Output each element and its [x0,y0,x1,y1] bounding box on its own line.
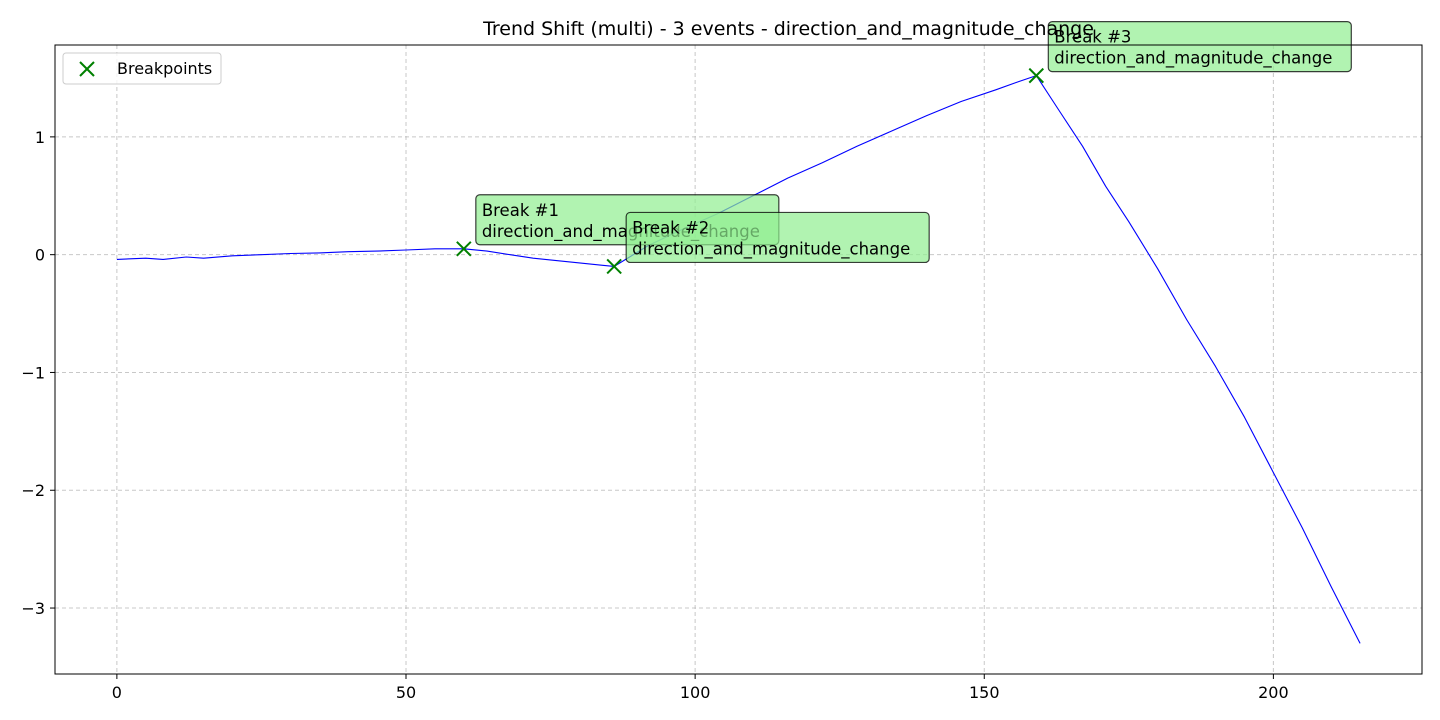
legend-label-breakpoints: Breakpoints [117,59,212,78]
x-tick-label: 150 [969,683,1000,702]
legend-box [62,52,222,85]
x-tick-label: 200 [1258,683,1289,702]
annotation-text: Break #1 [482,201,559,220]
annotation-background [625,211,930,264]
breakpoint-marker [606,258,622,275]
annotation-box-3: Break #3 direction_and_magnitude_change [1047,21,1352,73]
annotations: Break #1direction_and_magnitude_changeBr… [475,21,1352,264]
y-tick-label: 1 [35,128,45,147]
annotation-text: direction_and_magnitude_change [632,239,910,259]
y-tick-label: −2 [21,481,45,500]
annotation-text: Break #3 [1054,28,1131,47]
marker-stroke [1028,67,1045,84]
y-tick-label: 0 [35,246,45,265]
legend: Breakpoints [62,52,222,85]
breakpoint-marker [456,241,472,257]
chart-title: Trend Shift (multi) - 3 events - directi… [482,18,1094,40]
series-line [116,75,1361,644]
x-tick-label: 100 [680,683,711,702]
plot-frame [54,44,1423,675]
legend-x-mark [79,61,95,77]
annotation-background [1047,21,1352,73]
y-tick-label: −1 [21,363,45,382]
marker-stroke [456,241,472,257]
series-layer [116,75,1361,644]
x-tick-label: 50 [396,683,416,702]
breakpoint-markers [456,67,1045,275]
annotation-text: Break #2 [632,218,709,237]
marker-stroke [606,258,622,275]
x-tick-label: 0 [112,683,122,702]
axis-ticks: 0 50 100 150 200 −3 −2 −1 0 1 [21,128,1288,702]
grid-lines [55,45,1422,674]
marker-stroke [79,61,95,77]
breakpoint-marker [1028,67,1045,84]
y-tick-label: −3 [21,599,45,618]
annotation-text: direction_and_magnitude_change [1054,49,1332,69]
legend-marker-x-icon [79,61,95,77]
annotation-box-2: Break #2 direction_and_magnitude_change [625,211,930,264]
